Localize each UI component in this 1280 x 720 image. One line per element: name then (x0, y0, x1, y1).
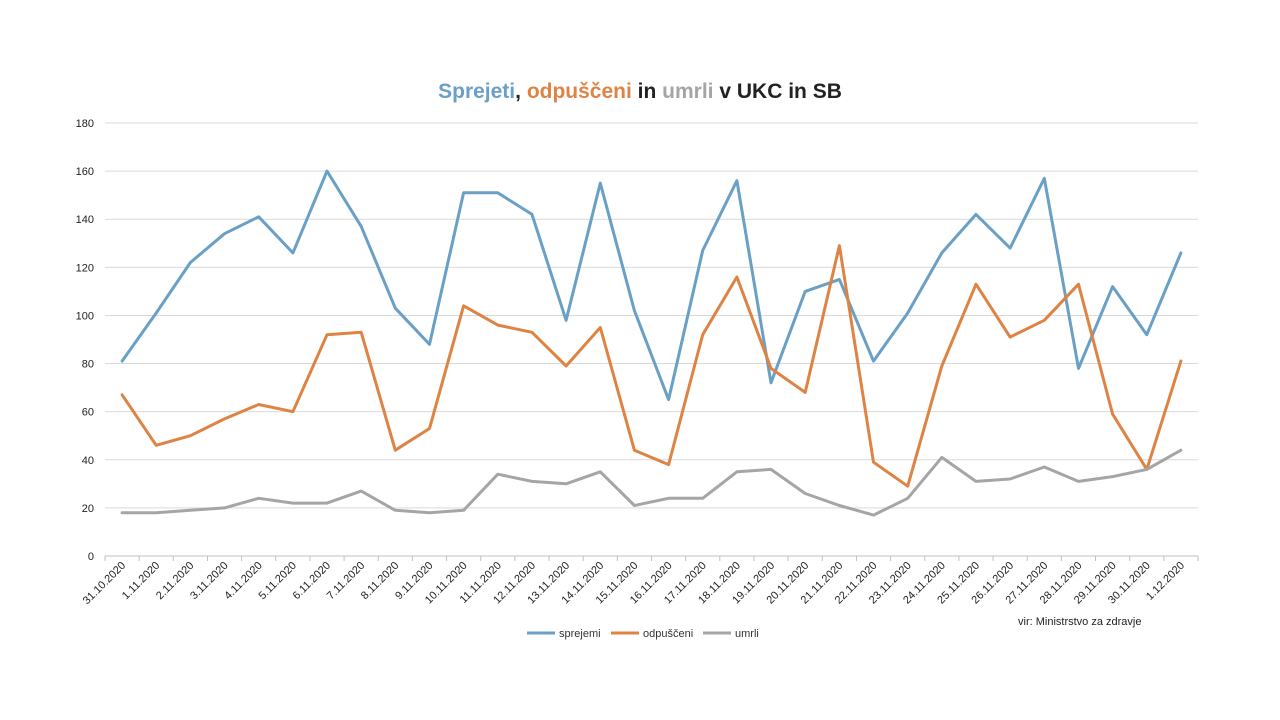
legend-label: umrli (735, 628, 759, 640)
series-line-3 (120, 448, 1183, 517)
title-sep1: , (515, 80, 527, 103)
source-note: vir: Ministrstvo za zdravje (1018, 616, 1142, 628)
x-tick-label: 31.10.2020 (81, 560, 128, 607)
y-tick-label: 160 (76, 166, 94, 178)
y-tick-label: 100 (76, 310, 94, 322)
y-tick-label: 20 (82, 503, 94, 515)
y-tick-label: 80 (82, 359, 94, 371)
legend-label: sprejemi (559, 628, 601, 640)
title-odpusceni: odpuščeni (526, 80, 632, 103)
y-tick-label: 40 (82, 455, 94, 467)
y-tick-label: 140 (76, 214, 94, 226)
y-tick-label: 0 (88, 551, 94, 563)
y-tick-label: 60 (82, 407, 94, 419)
series-line-1 (120, 169, 1183, 402)
title-umrli: umrli (662, 80, 714, 103)
y-tick-label: 120 (76, 262, 94, 274)
title-sep2: in (631, 80, 663, 103)
series-line-2 (120, 244, 1183, 488)
legend-label: odpuščeni (643, 628, 693, 640)
title-rest: v UKC in SB (713, 80, 842, 103)
chart-title: Sprejeti, odpuščeni in umrli v UKC in SB (0, 80, 1280, 104)
title-sprejeti: Sprejeti (438, 80, 516, 103)
y-tick-label: 180 (76, 118, 94, 130)
